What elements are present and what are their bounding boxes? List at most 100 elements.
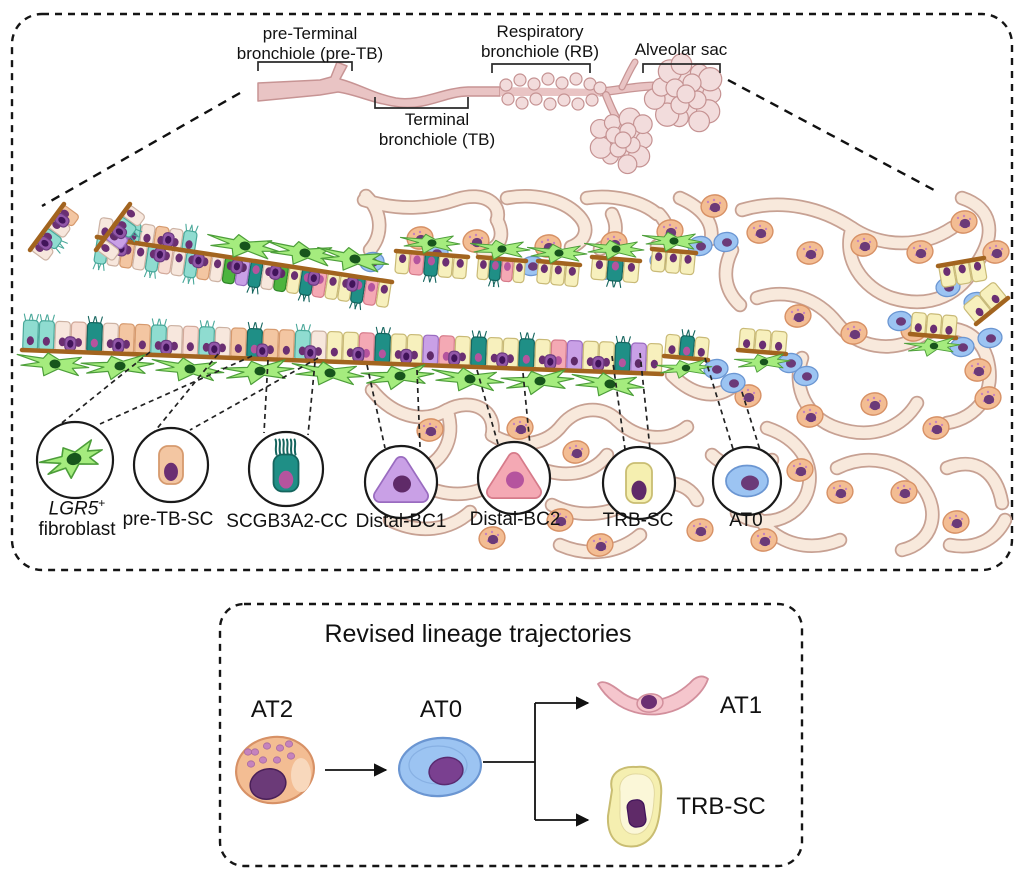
nucleus [696,242,706,251]
rb-alveolus [501,92,515,106]
nucleus [504,262,511,271]
basal-cell [544,354,557,370]
nucleus [554,356,562,365]
nucleus [684,254,692,264]
nucleus [90,338,98,348]
granule [1000,247,1004,251]
fibroblast [207,233,280,260]
nucleus [26,336,34,346]
callout-line [263,359,269,434]
nucleus [355,350,362,359]
granule [798,462,802,466]
epithelial-cell [754,329,772,353]
granule [496,533,500,537]
basement-membrane [935,255,987,269]
granule [552,241,556,245]
granule [272,756,281,764]
lilac-cell-body [566,339,583,372]
at2-cell [478,526,506,550]
basal-cell [352,346,365,363]
cilia [615,335,619,343]
cilia [380,326,384,335]
nucleus [138,340,146,350]
nucleus [516,263,523,272]
peach-cell-body [278,329,295,361]
granule [580,447,584,451]
at2-cell [860,392,888,416]
nucleus [250,344,258,354]
cilia [285,438,289,456]
nucleus [915,248,927,259]
nucleus [709,202,721,213]
basement-membrane [19,347,665,377]
fibroblast [641,231,703,252]
nucleus [571,448,583,459]
lineage-panel-border [218,602,804,868]
epithelial-cell [437,254,454,278]
nucleus [492,261,499,270]
nucleus [259,347,266,355]
callout-line [704,357,734,450]
granule [418,230,422,234]
granule [752,226,756,230]
cilia [164,318,167,326]
cilia [192,277,195,285]
granule [752,391,756,395]
epithelial-cell [678,328,696,359]
nucleus [156,250,164,259]
nucleus [458,352,466,362]
fibroblast [583,239,645,260]
lilac-cell-body [630,342,647,374]
cilia [297,293,302,301]
bracket [642,63,721,73]
granule [768,535,772,539]
granule [762,532,766,536]
cilia [57,245,65,249]
nucleus [555,516,567,527]
nucleus [959,218,971,229]
nucleus [869,400,881,411]
nucleus [755,228,767,239]
granule [422,424,426,428]
cilia [681,328,684,337]
peach-cell-body [134,323,151,356]
at2-cell [922,416,950,440]
cilia [524,332,528,340]
cell-shading [291,758,311,792]
callout-distal-bc1 [363,444,439,520]
cilia [256,287,259,295]
nucleus [329,277,337,286]
teal_d-cell-body [374,332,391,365]
basal-cell [256,343,269,359]
cilia [246,286,251,293]
epithelial-cell [770,330,788,355]
epithelial-cell [38,314,55,352]
nucleus [307,348,314,357]
granule [852,325,856,329]
nucleus [143,233,151,243]
nucleus [991,294,1000,304]
granule [844,487,848,491]
fibroblast [80,354,155,381]
cilia [476,330,480,338]
callout-line [611,355,626,450]
granule [574,444,578,448]
cilia [349,301,353,309]
fibroblast [469,239,531,260]
granule [546,238,550,242]
fibroblast [526,243,588,264]
nucleus [506,471,524,489]
callout-line [639,352,651,450]
nucleus [211,345,218,354]
nucleus [137,247,145,257]
at2-cell [796,404,824,428]
fibroblast [38,439,103,479]
rb-alveolus [527,77,541,91]
nucleus [930,324,938,334]
rb-alveolus [569,72,583,86]
epithelial-cell [181,223,199,253]
basement-membrane [735,347,789,357]
nucleus [394,371,406,381]
at2-cell [964,358,992,382]
